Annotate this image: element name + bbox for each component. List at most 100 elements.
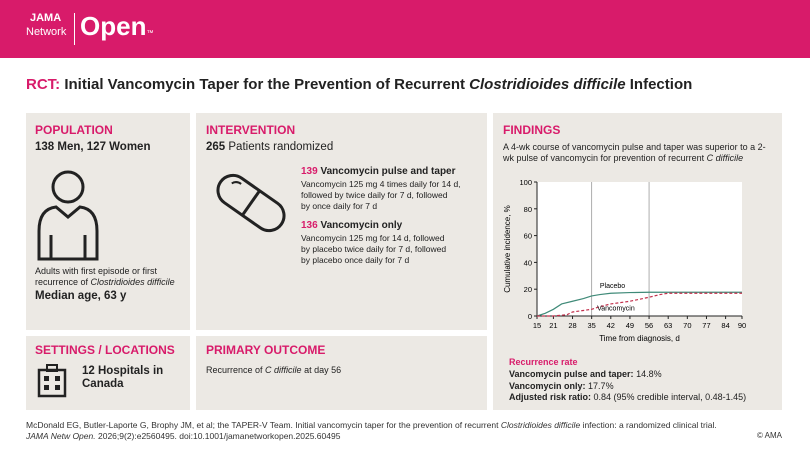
arm-title: 136 Vancomycin only (301, 220, 486, 231)
logo-tm: ™ (146, 30, 154, 37)
y-axis-label: Cumulative incidence, % (503, 205, 512, 293)
citation: McDonald EG, Butler-Laporte G, Brophy JM… (26, 420, 499, 430)
logo-divider (74, 13, 75, 45)
title-text: Initial Vancomycin Taper for the Prevent… (64, 76, 465, 93)
outcome-text: Recurrence of C difficile at day 56 (206, 365, 341, 376)
row-label: Vancomycin only: (509, 380, 586, 391)
series-line (536, 291, 742, 317)
recurrence-heading-text: Recurrence rate (509, 357, 578, 367)
plot-area (537, 182, 742, 316)
chart: 0 20 40 60 80 100 15 21 28 35 42 49 56 63 70 77 84 90 Time… (503, 178, 746, 343)
arm-title: 139 Vancomycin pulse and taper (301, 166, 486, 177)
arm: 139 Vancomycin pulse and taper Vancomycin… (301, 166, 486, 212)
logo-open: Open™ (80, 11, 153, 42)
total-text: Patients randomized (228, 141, 334, 153)
settings-panel: SETTINGS / LOCATIONS 12 Hospitals in Cana… (26, 336, 190, 410)
text-line1: Hospitals in (98, 365, 164, 377)
recurrence-row: Adjusted risk ratio: 0.84 (95% credible … (509, 392, 746, 404)
heading: SETTINGS / LOCATIONS (35, 343, 175, 357)
journal: JAMA Netw Open. (26, 431, 96, 441)
y-tick-label: 60 (524, 232, 532, 241)
arm-detail: followed by twice daily for 7 d, followe… (301, 190, 448, 200)
arm-detail: Vancomycin 125 mg 4 times daily for 14 d… (301, 179, 461, 189)
number: 12 (82, 365, 95, 377)
x-tick-label: 21 (549, 321, 557, 330)
x-tick-label: 28 (568, 321, 576, 330)
title: RCT: Initial Vancomycin Taper for the Pr… (26, 76, 692, 93)
series-label: Placebo (600, 283, 625, 290)
recurrence-row: Vancomycin only: 17.7% (509, 381, 746, 393)
heading: INTERVENTION (206, 123, 296, 137)
description-text: Adults with first episode or first recur… (35, 266, 158, 287)
logo-jama: JAMA (30, 12, 62, 24)
x-tick-label: 77 (702, 321, 710, 330)
row-label: Adjusted risk ratio: (509, 392, 592, 402)
y-tick-label: 40 (524, 258, 532, 267)
heading: PRIMARY OUTCOME (206, 343, 326, 357)
arm-detail: by placebo once daily for 7 d (301, 255, 410, 265)
header-bar: JAMA Network Open™ (0, 0, 810, 58)
recurrence-row: Vancomycin pulse and taper: 14.8% (509, 369, 746, 381)
copyright: © AMA (756, 431, 782, 440)
arm-detail: Vancomycin 125 mg for 14 d, followed (301, 233, 445, 243)
arm-detail: by once daily for 7 d (301, 201, 378, 211)
x-tick-label: 15 (533, 321, 541, 330)
pill-icon (216, 173, 286, 233)
description-italic: Clostridioides difficile (90, 277, 175, 287)
x-tick-label: 35 (587, 321, 595, 330)
text-line2: Canada (82, 378, 124, 390)
arm-detail: by placebo twice daily for 7 d, followed (301, 244, 447, 254)
footer: McDonald EG, Butler-Laporte G, Brophy JM… (26, 420, 717, 442)
row-value: 17.7% (588, 380, 614, 391)
x-tick-label: 70 (683, 321, 691, 330)
building-icon (37, 364, 67, 398)
counts: 138 Men, 127 Women (35, 141, 151, 153)
italic: C difficile (265, 365, 302, 375)
arm-name: Vancomycin pulse and taper (320, 166, 456, 177)
heading: POPULATION (35, 123, 113, 137)
population-panel: POPULATION 138 Men, 127 Women Adults wit… (26, 113, 190, 330)
intervention-panel: INTERVENTION 265 Patients randomized 139… (196, 113, 487, 330)
row-label: Vancomycin pulse and taper: (509, 369, 634, 379)
description: Adults with first episode or first recur… (35, 266, 185, 288)
recurrence-rows: Vancomycin pulse and taper: 14.8% Vancomy… (509, 369, 746, 404)
title-italic: Clostridioides difficile (469, 76, 626, 93)
text: Recurrence of (206, 365, 263, 375)
summary-text: A 4-wk course of vancomycin pulse and ta… (503, 142, 766, 163)
logo-main: Open (80, 11, 147, 41)
suffix: at day 56 (304, 365, 342, 375)
title-suffix: Infection (629, 76, 693, 93)
y-tick-label: 20 (524, 285, 532, 294)
heading: FINDINGS (503, 123, 561, 137)
series-line (537, 292, 742, 317)
settings-text: 12 Hospitals in Canada (82, 365, 163, 391)
arms: 139 Vancomycin pulse and taper Vancomycin… (301, 166, 486, 274)
citation-italic: Clostridioides difficile (500, 420, 581, 430)
x-tick-label: 63 (664, 321, 672, 330)
x-axis-label: Time from diagnosis, d (599, 334, 680, 343)
series-label: Vancomycin (597, 306, 635, 313)
x-tick-label: 84 (721, 321, 729, 330)
arm-number: 139 (301, 166, 318, 177)
y-tick-label: 80 (524, 205, 532, 214)
summary-italic: C difficile (706, 153, 744, 163)
person-icon (37, 170, 99, 261)
arm-number: 136 (301, 220, 318, 231)
arm-name: Vancomycin only (320, 220, 403, 231)
total-number: 265 (206, 141, 226, 153)
x-tick-label: 42 (607, 321, 615, 330)
x-tick-label: 90 (738, 321, 746, 330)
x-tick-label: 49 (626, 321, 634, 330)
recurrence-heading: Recurrence rate (509, 357, 578, 367)
y-tick-label: 100 (519, 178, 532, 187)
reference: 2026;9(2):e2560495. doi:10.1001/jamanetw… (97, 431, 341, 441)
summary: A 4-wk course of vancomycin pulse and ta… (503, 142, 775, 164)
primary-outcome-panel: PRIMARY OUTCOME Recurrence of C difficil… (196, 336, 487, 410)
findings-panel: FINDINGS A 4-wk course of vancomycin pul… (493, 113, 782, 410)
x-tick-label: 56 (645, 321, 653, 330)
logo-network: Network (26, 26, 67, 38)
arm: 136 Vancomycin only Vancomycin 125 mg for… (301, 220, 486, 266)
row-value: 0.84 (95% credible interval, 0.48-1.45) (593, 392, 747, 402)
total: 265 Patients randomized (206, 141, 333, 153)
